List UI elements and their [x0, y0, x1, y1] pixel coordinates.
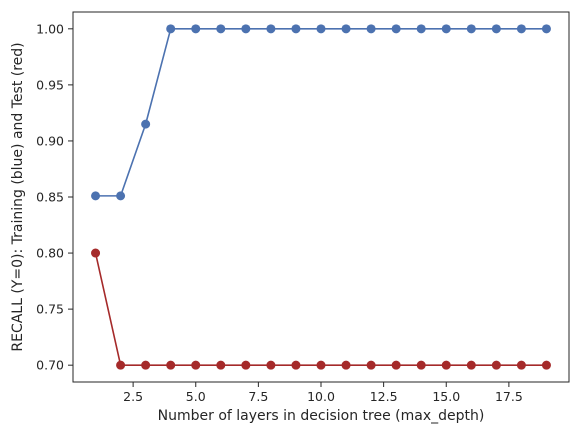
test-series-point	[491, 360, 501, 370]
training-series-point	[466, 24, 476, 34]
x-axis-ticks: 2.5 5.0 7.5 10.0 12.5 15.0 17.5	[123, 382, 523, 404]
y-axis-ticks: 0.70 0.75 0.80 0.85 0.90 0.95 1.00	[36, 21, 73, 373]
training-series-point	[116, 191, 126, 201]
training-series-point	[441, 24, 451, 34]
test-series-point	[366, 360, 376, 370]
test-series	[91, 248, 551, 370]
test-series-point	[316, 360, 326, 370]
training-series-point	[241, 24, 251, 34]
training-series-point	[391, 24, 401, 34]
test-series-line	[94, 252, 547, 366]
training-series-point	[316, 24, 326, 34]
test-series-point	[166, 360, 176, 370]
y-axis-label: RECALL (Y=0): Training (blue) and Test (…	[10, 42, 26, 351]
x-tick-label: 7.5	[248, 389, 268, 404]
y-tick-label: 1.00	[36, 21, 64, 36]
test-series-point	[266, 360, 276, 370]
series-layer	[91, 24, 551, 370]
training-series-point	[191, 24, 201, 34]
training-series-point	[141, 119, 151, 129]
training-series-point	[341, 24, 351, 34]
training-series-point	[216, 24, 226, 34]
x-tick-label: 12.5	[370, 389, 398, 404]
y-tick-label: 0.75	[36, 302, 64, 317]
test-series-point	[91, 248, 101, 258]
x-tick-label: 17.5	[495, 389, 523, 404]
test-series-point	[541, 360, 551, 370]
y-tick-label: 0.90	[36, 133, 64, 148]
training-series	[91, 24, 551, 201]
test-series-point	[291, 360, 301, 370]
test-series-point	[191, 360, 201, 370]
y-tick-label: 0.80	[36, 246, 64, 261]
x-tick-label: 15.0	[432, 389, 460, 404]
training-series-point	[491, 24, 501, 34]
test-series-point	[241, 360, 251, 370]
training-series-point	[366, 24, 376, 34]
x-tick-label: 10.0	[307, 389, 335, 404]
training-series-point	[91, 191, 101, 201]
y-tick-label: 0.85	[36, 190, 64, 205]
test-series-point	[441, 360, 451, 370]
y-tick-label: 0.70	[36, 358, 64, 373]
plot-frame	[72, 11, 570, 383]
training-series-point	[291, 24, 301, 34]
training-series-point	[266, 24, 276, 34]
test-series-point	[116, 360, 126, 370]
test-series-point	[341, 360, 351, 370]
training-series-line	[95, 28, 547, 197]
x-tick-label: 2.5	[123, 389, 143, 404]
test-series-point	[416, 360, 426, 370]
x-tick-label: 5.0	[186, 389, 206, 404]
test-series-point	[216, 360, 226, 370]
training-series-point	[166, 24, 176, 34]
test-series-point	[466, 360, 476, 370]
test-series-point	[516, 360, 526, 370]
x-axis-label: Number of layers in decision tree (max_d…	[158, 408, 485, 424]
training-series-point	[541, 24, 551, 34]
y-tick-label: 0.95	[36, 77, 64, 92]
test-series-point	[141, 360, 151, 370]
test-series-point	[391, 360, 401, 370]
training-series-point	[516, 24, 526, 34]
training-series-point	[416, 24, 426, 34]
